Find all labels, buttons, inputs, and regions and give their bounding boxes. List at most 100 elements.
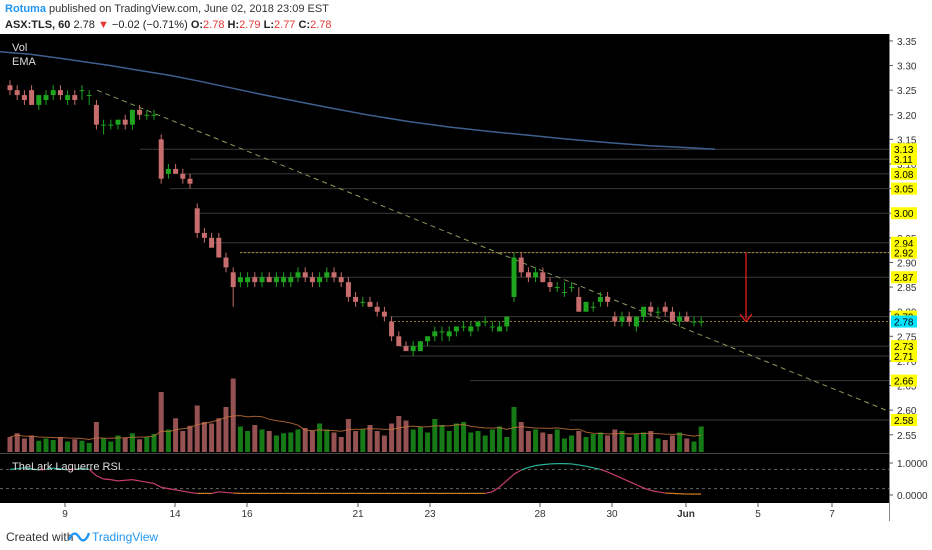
rsi-segment bbox=[31, 468, 39, 471]
rsi-segment bbox=[506, 473, 515, 482]
y-tick-label: 3.35 bbox=[897, 37, 917, 48]
level-label: 3.05 bbox=[894, 185, 914, 196]
level-label-box bbox=[891, 153, 917, 166]
candle-body bbox=[410, 346, 416, 352]
candle-body bbox=[590, 306, 596, 308]
candle-body bbox=[129, 109, 135, 125]
candle-body bbox=[245, 277, 251, 283]
price-change: −0.02 (−0.71%) bbox=[111, 19, 188, 31]
volume-bar bbox=[461, 422, 467, 452]
rsi-segment bbox=[600, 468, 608, 473]
rsi-segment bbox=[96, 475, 104, 480]
rsi-segment bbox=[88, 468, 97, 477]
volume-bar bbox=[576, 431, 582, 452]
rsi-segment bbox=[110, 479, 119, 482]
candle-body bbox=[216, 237, 222, 258]
candle-body bbox=[151, 114, 157, 116]
volume-bar bbox=[338, 437, 344, 452]
time-axis-background bbox=[0, 503, 889, 521]
rsi-tick-label: 1.0000 bbox=[897, 459, 928, 470]
volume-bar bbox=[115, 435, 121, 452]
volume-bar bbox=[511, 407, 517, 452]
volume-bar bbox=[57, 437, 63, 452]
candle-body bbox=[173, 168, 179, 174]
close-label: C: bbox=[298, 19, 311, 31]
candle-body bbox=[626, 316, 632, 322]
candle-body bbox=[101, 124, 107, 126]
x-tick-label: 14 bbox=[169, 509, 181, 520]
volume-bar bbox=[410, 429, 416, 452]
author-link[interactable]: Rotuma bbox=[5, 3, 46, 15]
candle-body bbox=[662, 306, 668, 312]
candle-body bbox=[79, 90, 85, 92]
candle-body bbox=[309, 277, 315, 283]
candle-body bbox=[7, 85, 13, 91]
volume-bar bbox=[504, 437, 510, 452]
x-tick-label: 16 bbox=[241, 509, 253, 520]
candle-body bbox=[21, 95, 27, 100]
candle-body bbox=[360, 301, 366, 303]
volume-bar bbox=[590, 434, 596, 452]
candle-body bbox=[50, 90, 56, 96]
candle-body bbox=[367, 301, 373, 307]
volume-bar bbox=[648, 431, 654, 452]
target-arrow-head bbox=[739, 313, 753, 323]
volume-bar bbox=[101, 438, 107, 452]
candle-body bbox=[504, 316, 510, 327]
volume-bar bbox=[655, 438, 661, 452]
volume-bar bbox=[605, 435, 611, 452]
candle-body bbox=[93, 104, 99, 125]
candle-body bbox=[489, 326, 495, 328]
volume-bar bbox=[554, 429, 560, 452]
candle-body bbox=[187, 178, 193, 184]
volume-bar bbox=[151, 434, 157, 452]
rsi-segment bbox=[593, 467, 601, 470]
publish-line: Rotuma published on TradingView.com, Jun… bbox=[5, 3, 329, 15]
level-label-box bbox=[891, 207, 917, 220]
low-value: 2.77 bbox=[274, 19, 296, 31]
level-label: 2.58 bbox=[894, 416, 914, 427]
y-tick-label: 2.90 bbox=[897, 258, 917, 269]
rsi-segment bbox=[182, 490, 191, 494]
x-tick-label: 9 bbox=[62, 509, 68, 520]
candle-body bbox=[194, 208, 200, 233]
rsi-segment bbox=[218, 491, 227, 494]
candle-body bbox=[475, 321, 481, 327]
candle-body bbox=[324, 272, 330, 278]
volume-bar bbox=[79, 440, 85, 452]
volume-bar bbox=[389, 423, 395, 452]
candle-body bbox=[677, 316, 683, 322]
volume-bar bbox=[237, 426, 243, 452]
candle-body bbox=[453, 326, 459, 332]
candle-body bbox=[302, 272, 308, 278]
volume-bar bbox=[619, 431, 625, 452]
volume-bar bbox=[331, 432, 337, 452]
candle-body bbox=[14, 90, 20, 96]
volume-bar bbox=[569, 435, 575, 452]
volume-bar bbox=[425, 432, 431, 452]
candle-body bbox=[439, 331, 445, 333]
y-tick-label: 3.10 bbox=[897, 160, 917, 171]
volume-bar bbox=[662, 440, 668, 452]
volume-bar bbox=[417, 426, 423, 452]
y-tick-label: 2.60 bbox=[897, 406, 917, 417]
rsi-segment bbox=[628, 481, 637, 486]
volume-bar bbox=[583, 437, 589, 452]
level-label-box bbox=[891, 236, 917, 249]
x-tick-label: 5 bbox=[755, 509, 761, 520]
volume-bar bbox=[518, 422, 524, 452]
rsi-segment bbox=[17, 467, 25, 470]
candle-body bbox=[655, 311, 661, 313]
candle-body bbox=[338, 277, 344, 283]
level-label-box bbox=[891, 143, 917, 156]
price-chart[interactable]: 3.353.303.253.203.153.103.053.002.952.90… bbox=[0, 34, 932, 521]
volume-bar bbox=[187, 425, 193, 452]
volume-bar bbox=[252, 425, 258, 452]
x-tick-label: 30 bbox=[606, 509, 618, 520]
candle-body bbox=[209, 237, 215, 248]
volume-bar bbox=[43, 438, 49, 452]
close-value: 2.78 bbox=[310, 19, 332, 31]
rsi-segment bbox=[636, 484, 644, 489]
tradingview-brand-link[interactable]: TradingView bbox=[92, 530, 159, 544]
volume-bar bbox=[540, 432, 546, 452]
